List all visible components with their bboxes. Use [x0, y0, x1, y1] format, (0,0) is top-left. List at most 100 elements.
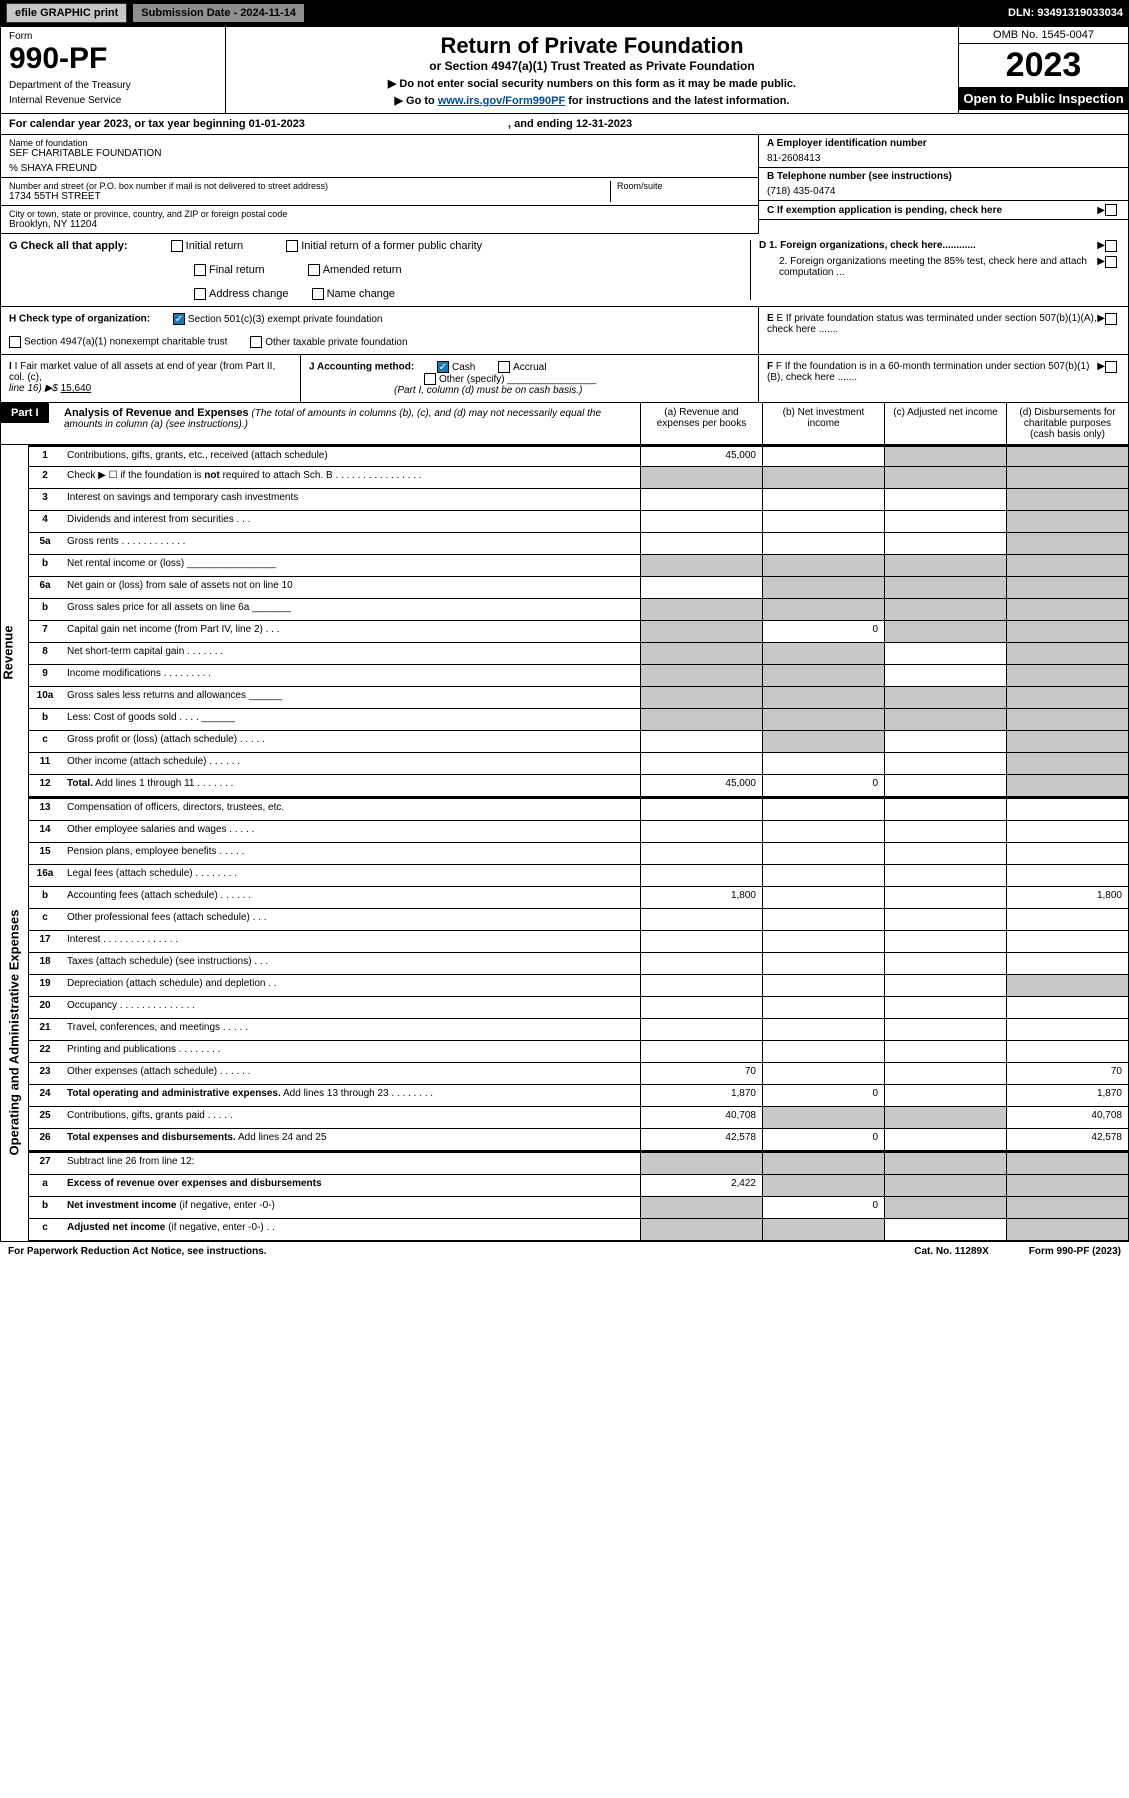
value-cell	[640, 1153, 762, 1174]
value-cell	[1006, 709, 1128, 730]
table-row: 13Compensation of officers, directors, t…	[29, 799, 1128, 821]
line-number: 24	[29, 1085, 61, 1106]
efile-print-button[interactable]: efile GRAPHIC print	[6, 3, 127, 23]
h-other-checkbox[interactable]	[250, 336, 262, 348]
col-a-header: (a) Revenue and expenses per books	[640, 403, 762, 444]
table-row: 18Taxes (attach schedule) (see instructi…	[29, 953, 1128, 975]
d1-checkbox[interactable]	[1105, 240, 1117, 252]
h-4947-checkbox[interactable]	[9, 336, 21, 348]
table-row: 15Pension plans, employee benefits . . .…	[29, 843, 1128, 865]
value-cell: 0	[762, 775, 884, 796]
value-cell	[640, 1019, 762, 1040]
city-cell: City or town, state or province, country…	[1, 206, 758, 234]
part1-header-row: Part I Analysis of Revenue and Expenses …	[0, 403, 1129, 445]
table-row: 23Other expenses (attach schedule) . . .…	[29, 1063, 1128, 1085]
line-description: Contributions, gifts, grants, etc., rece…	[61, 447, 640, 466]
value-cell	[1006, 997, 1128, 1018]
line-description: Subtract line 26 from line 12:	[61, 1153, 640, 1174]
line-number: b	[29, 1197, 61, 1218]
value-cell	[762, 599, 884, 620]
form-title: Return of Private Foundation	[232, 33, 952, 59]
value-cell	[884, 665, 1006, 686]
value-cell	[884, 709, 1006, 730]
line-description: Interest on savings and temporary cash i…	[61, 489, 640, 510]
value-cell	[640, 489, 762, 510]
g-former-public[interactable]	[286, 240, 298, 252]
line-description: Travel, conferences, and meetings . . . …	[61, 1019, 640, 1040]
table-row: cOther professional fees (attach schedul…	[29, 909, 1128, 931]
c-checkbox[interactable]	[1105, 204, 1117, 216]
value-cell: 70	[640, 1063, 762, 1084]
value-cell	[640, 799, 762, 820]
line-number: 9	[29, 665, 61, 686]
value-cell	[640, 511, 762, 532]
form-number: 990-PF	[9, 42, 217, 76]
j-other-checkbox[interactable]	[424, 373, 436, 385]
line-number: a	[29, 1175, 61, 1196]
line-description: Occupancy . . . . . . . . . . . . . .	[61, 997, 640, 1018]
value-cell	[762, 1041, 884, 1062]
paperwork-notice: For Paperwork Reduction Act Notice, see …	[8, 1246, 267, 1257]
j-accrual-checkbox[interactable]	[498, 361, 510, 373]
value-cell: 0	[762, 1129, 884, 1150]
line-number: b	[29, 709, 61, 730]
value-cell	[640, 975, 762, 996]
line-description: Depreciation (attach schedule) and deple…	[61, 975, 640, 996]
value-cell	[762, 511, 884, 532]
value-cell	[762, 909, 884, 930]
g-address-change[interactable]	[194, 288, 206, 300]
line-description: Interest . . . . . . . . . . . . . .	[61, 931, 640, 952]
value-cell	[640, 687, 762, 708]
header-right: OMB No. 1545-0047 2023 Open to Public In…	[958, 27, 1128, 113]
j-cash-checkbox[interactable]	[437, 361, 449, 373]
h-501c3-checkbox[interactable]	[173, 313, 185, 325]
value-cell	[884, 865, 1006, 886]
line-number: 22	[29, 1041, 61, 1062]
g-final-return[interactable]	[194, 264, 206, 276]
value-cell: 40,708	[1006, 1107, 1128, 1128]
g-initial-return[interactable]	[171, 240, 183, 252]
line-description: Total expenses and disbursements. Add li…	[61, 1129, 640, 1150]
line-number: 25	[29, 1107, 61, 1128]
value-cell	[762, 555, 884, 576]
value-cell	[762, 533, 884, 554]
table-row: cAdjusted net income (if negative, enter…	[29, 1219, 1128, 1241]
irs-link[interactable]: www.irs.gov/Form990PF	[438, 95, 565, 107]
foundation-name-cell: Name of foundation SEF CHARITABLE FOUNDA…	[1, 135, 758, 178]
value-cell	[1006, 1019, 1128, 1040]
g-amended-return[interactable]	[308, 264, 320, 276]
submission-date: Submission Date - 2024-11-14	[133, 4, 304, 22]
line-description: Less: Cost of goods sold . . . . ______	[61, 709, 640, 730]
line-description: Income modifications . . . . . . . . .	[61, 665, 640, 686]
value-cell	[762, 643, 884, 664]
line-description: Gross profit or (loss) (attach schedule)…	[61, 731, 640, 752]
value-cell	[640, 909, 762, 930]
value-cell	[884, 909, 1006, 930]
table-row: 6aNet gain or (loss) from sale of assets…	[29, 577, 1128, 599]
line-number: 3	[29, 489, 61, 510]
value-cell	[1006, 489, 1128, 510]
table-row: 14Other employee salaries and wages . . …	[29, 821, 1128, 843]
section-ij: I I Fair market value of all assets at e…	[0, 355, 1129, 403]
e-checkbox[interactable]	[1105, 313, 1117, 325]
value-cell	[884, 1041, 1006, 1062]
d2-checkbox[interactable]	[1105, 256, 1117, 268]
value-cell	[1006, 511, 1128, 532]
value-cell	[884, 599, 1006, 620]
f-checkbox[interactable]	[1105, 361, 1117, 373]
value-cell: 2,422	[640, 1175, 762, 1196]
table-row: 5aGross rents . . . . . . . . . . . .	[29, 533, 1128, 555]
line-number: 11	[29, 753, 61, 774]
table-row: 8Net short-term capital gain . . . . . .…	[29, 643, 1128, 665]
value-cell	[884, 577, 1006, 598]
value-cell	[1006, 599, 1128, 620]
table-row: 4Dividends and interest from securities …	[29, 511, 1128, 533]
line-description: Printing and publications . . . . . . . …	[61, 1041, 640, 1062]
dln: DLN: 93491319033034	[1008, 7, 1123, 19]
line-number: c	[29, 1219, 61, 1240]
value-cell	[640, 621, 762, 642]
g-name-change[interactable]	[312, 288, 324, 300]
value-cell	[762, 753, 884, 774]
line-description: Net rental income or (loss) ____________…	[61, 555, 640, 576]
line-number: 19	[29, 975, 61, 996]
